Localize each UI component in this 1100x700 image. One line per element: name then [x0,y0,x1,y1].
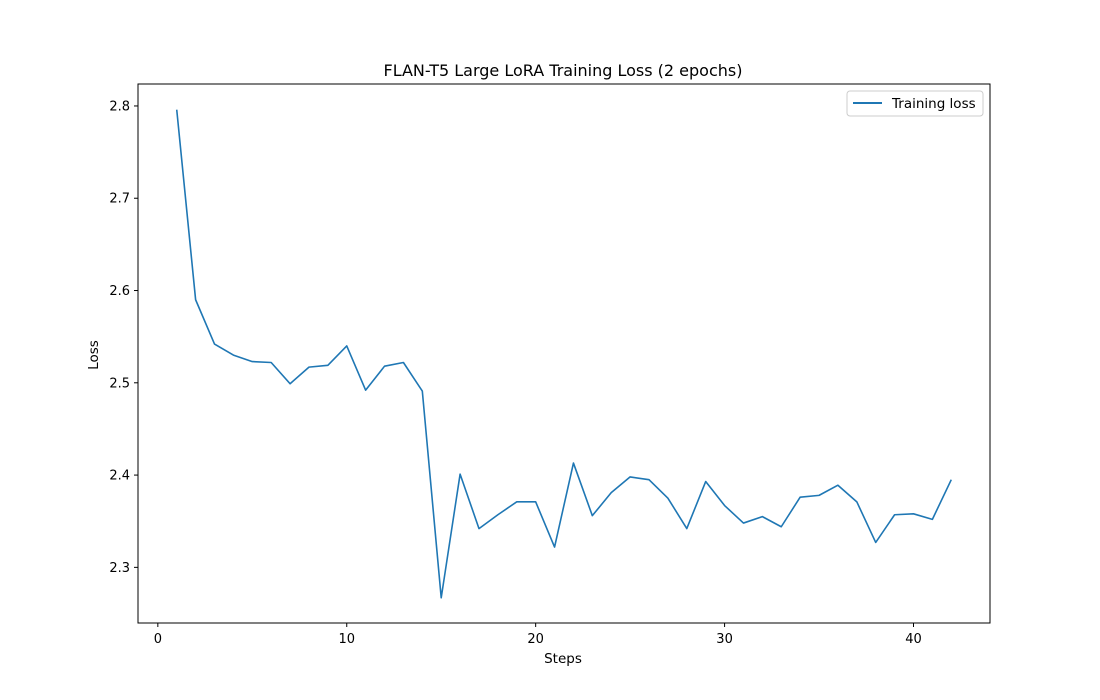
x-axis-ticks: 0 10 20 30 40 [154,623,922,647]
y-tick-label: 2.8 [109,99,130,114]
chart-title: FLAN-T5 Large LoRA Training Loss (2 epoc… [384,61,743,80]
legend: Training loss [846,90,984,117]
y-axis-label: Loss [86,340,102,370]
y-tick-label: 2.7 [109,192,130,207]
y-tick-label: 2.6 [109,284,130,299]
y-tick-label: 2.4 [109,469,130,484]
x-axis-label: Steps [544,651,582,667]
x-tick-label: 20 [527,632,544,647]
series-layer [175,109,952,599]
x-tick-label: 0 [154,632,162,647]
y-axis-ticks: 2.3 2.4 2.5 2.6 2.7 2.8 [109,99,138,576]
x-tick-label: 40 [905,632,922,647]
y-tick-label: 2.3 [109,561,130,576]
y-tick-label: 2.5 [109,376,130,391]
legend-label: Training loss [891,96,976,112]
plot-area [137,83,991,624]
x-tick-label: 30 [716,632,733,647]
x-tick-label: 10 [338,632,355,647]
axes-frame [137,83,991,624]
series-line-training-loss [175,109,952,599]
legend-box [846,90,984,117]
